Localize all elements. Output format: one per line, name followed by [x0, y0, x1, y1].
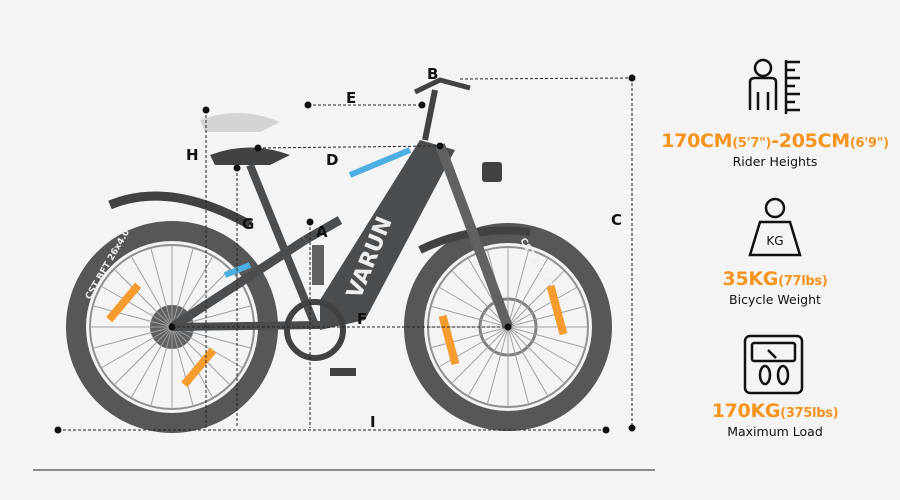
spec-value: 170KG(375lbs) [711, 400, 839, 422]
spoke [171, 326, 194, 407]
spec-rider-heights: 170CM(5'7")-205CM(6'9") Rider Heights [650, 130, 900, 169]
spoke [467, 326, 509, 397]
spoke [438, 326, 509, 368]
spec-bicycle-weight: 35KG(77lbs) Bicycle Weight [650, 268, 900, 307]
dimension-label-i: I [370, 413, 376, 431]
spoke [150, 326, 173, 407]
spoke [100, 326, 173, 369]
dimension-label-b: B [427, 65, 438, 83]
spoke [150, 247, 173, 328]
spoke [507, 249, 530, 328]
spec-value: 35KG(77lbs) [722, 268, 828, 290]
dimension-label-h: H [186, 146, 199, 164]
dimension-label-c: C [611, 211, 622, 229]
dimension-label-g: G [242, 215, 254, 233]
spoke [113, 326, 173, 386]
spoke [451, 270, 509, 328]
spoke [507, 270, 565, 328]
spoke [92, 305, 173, 328]
spec-label: Bicycle Weight [729, 292, 821, 307]
spoke [507, 305, 586, 328]
spec-value: 170CM(5'7")-205CM(6'9") [661, 130, 889, 152]
dimension-label-d: D [326, 151, 338, 169]
spoke [100, 285, 173, 328]
spoke [171, 326, 244, 369]
spoke [130, 255, 173, 328]
spoke [507, 326, 578, 368]
spoke [171, 247, 194, 328]
spoke [507, 326, 549, 397]
spoke [92, 326, 173, 349]
spoke [507, 257, 549, 328]
spoke [171, 326, 231, 386]
spec-label: Rider Heights [732, 154, 818, 169]
dimension-label-a: A [316, 223, 328, 241]
bike-illustration: CST BFT 26x4.0 CST BFT 26x4.0 [66, 77, 612, 433]
kg-icon-text: KG [766, 234, 783, 248]
spec-maximum-load: 170KG(375lbs) Maximum Load [650, 400, 900, 439]
spoke [507, 326, 586, 349]
spoke [430, 326, 509, 349]
spoke [507, 286, 578, 328]
dimension-lines [58, 77, 633, 431]
spec-label: Maximum Load [727, 424, 823, 439]
spoke [430, 305, 509, 328]
person-ruler-icon [748, 58, 800, 114]
dimension-points [54, 74, 636, 434]
spoke [130, 326, 173, 399]
spoke [451, 326, 509, 384]
dimension-label-f: F [357, 310, 367, 328]
scale-icon [743, 334, 804, 395]
spoke [113, 268, 173, 328]
spoke [507, 326, 565, 384]
spoke-reflectors [106, 282, 568, 388]
kettlebell-kg-icon [748, 197, 802, 257]
frame: VARUN [169, 77, 513, 376]
spoke [438, 286, 509, 328]
spoke [507, 326, 530, 405]
dimension-label-e: E [346, 89, 356, 107]
spoke [486, 326, 509, 405]
